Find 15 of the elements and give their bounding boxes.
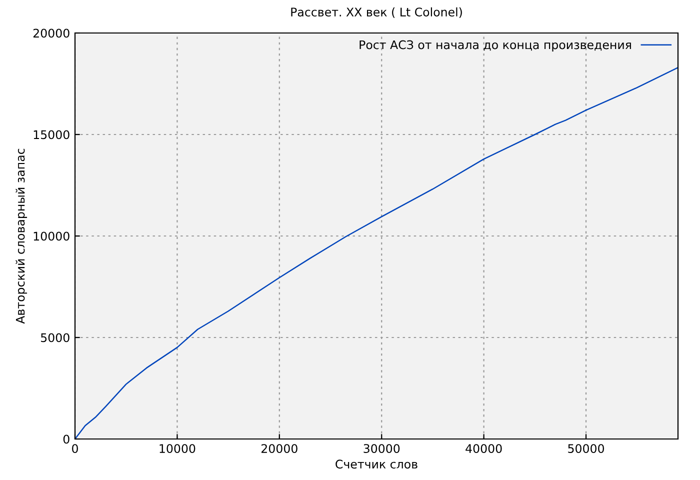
y-tick-label: 15000 — [34, 130, 70, 140]
x-tick-label: 50000 — [568, 444, 604, 453]
y-tick-label: 20000 — [33, 28, 70, 38]
chart-title: Рассвет. XX век ( Lt Colonel) — [291, 7, 462, 18]
x-tick-label: 40000 — [466, 444, 502, 453]
x-axis-title: Счетчик слов — [336, 460, 418, 469]
x-tick-label: 10000 — [160, 444, 196, 453]
y-tick-label: 5000 — [41, 333, 70, 342]
legend-label: Рост АСЗ от начала до конца произведения — [360, 40, 631, 52]
x-tick-label: 30000 — [364, 444, 400, 453]
y-tick-label: 0 — [63, 434, 70, 444]
x-tick-label: 20000 — [261, 444, 298, 453]
y-axis-title: Авторский словарный запас — [16, 148, 28, 324]
x-tick-label: 0 — [72, 444, 78, 453]
y-tick-label: 10000 — [34, 232, 70, 241]
